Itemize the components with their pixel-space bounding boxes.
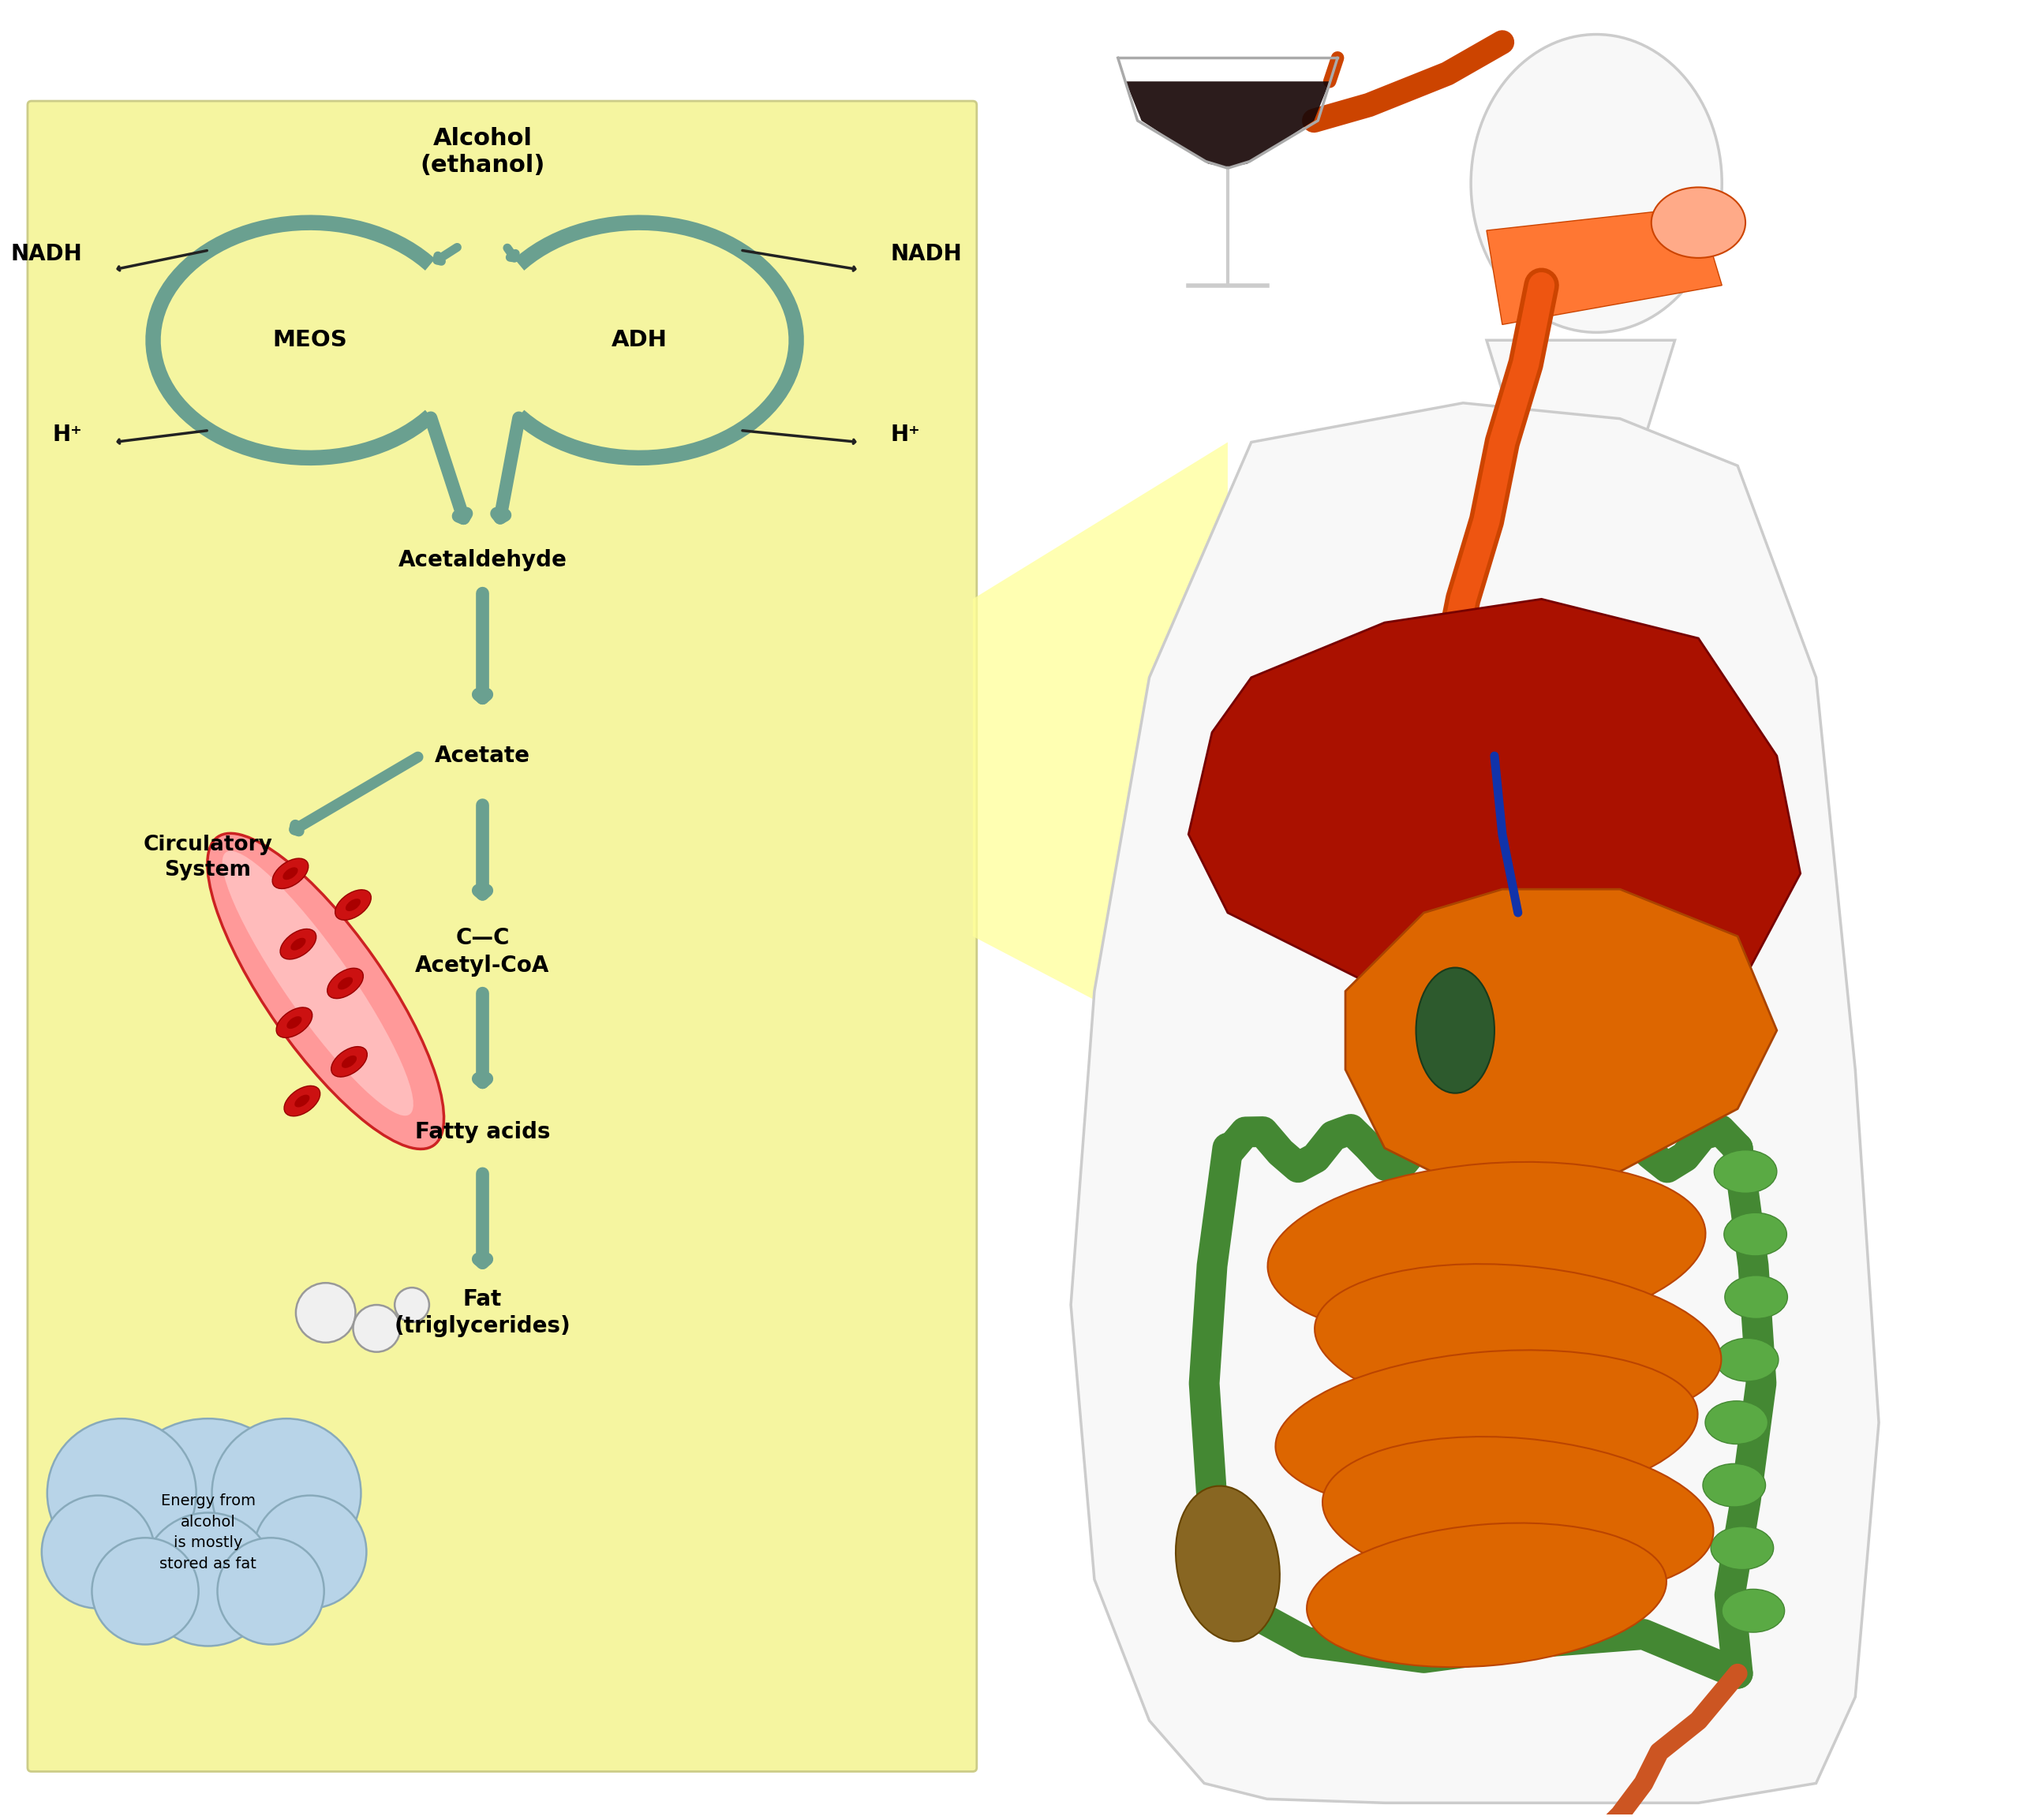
Text: Energy from
alcohol
is mostly
stored as fat: Energy from alcohol is mostly stored as … [160,1494,257,1571]
Ellipse shape [1725,1276,1788,1319]
Ellipse shape [1715,1150,1778,1194]
Ellipse shape [1715,1338,1778,1381]
Circle shape [394,1287,428,1321]
Text: C—C
Acetyl-CoA: C—C Acetyl-CoA [416,926,549,977]
Ellipse shape [291,937,305,950]
Ellipse shape [285,1087,319,1116]
Ellipse shape [345,899,362,912]
Ellipse shape [1471,35,1721,333]
Circle shape [354,1305,400,1352]
Ellipse shape [1703,1463,1765,1507]
Polygon shape [974,442,1228,1070]
Text: Fatty acids: Fatty acids [414,1121,549,1143]
Ellipse shape [1275,1350,1697,1511]
Polygon shape [1071,402,1879,1804]
Ellipse shape [222,852,414,1116]
Ellipse shape [1176,1485,1281,1642]
Ellipse shape [1705,1401,1768,1443]
Polygon shape [1487,207,1721,324]
Ellipse shape [208,834,444,1148]
Text: NADH: NADH [10,242,83,266]
Ellipse shape [287,1016,301,1028]
Polygon shape [1125,82,1329,167]
Ellipse shape [1307,1523,1666,1667]
Ellipse shape [1711,1527,1774,1569]
Text: Acetate: Acetate [434,744,531,766]
Ellipse shape [281,928,317,959]
Circle shape [46,1418,196,1567]
Ellipse shape [1721,1589,1784,1633]
FancyBboxPatch shape [28,102,978,1771]
Ellipse shape [1723,1212,1788,1256]
Ellipse shape [1315,1263,1721,1425]
Text: Alcohol
(ethanol): Alcohol (ethanol) [420,127,545,177]
Circle shape [109,1418,307,1614]
Ellipse shape [331,1046,368,1077]
Circle shape [218,1538,323,1645]
Text: NADH: NADH [891,242,962,266]
Ellipse shape [277,1008,313,1037]
Ellipse shape [1269,1161,1705,1338]
Ellipse shape [341,1056,358,1068]
Circle shape [252,1496,366,1609]
Text: ADH: ADH [612,329,667,351]
Circle shape [141,1512,275,1645]
Ellipse shape [1416,968,1495,1094]
Ellipse shape [273,859,309,888]
Text: MEOS: MEOS [273,329,347,351]
Ellipse shape [1323,1436,1713,1596]
Ellipse shape [1650,187,1745,258]
Polygon shape [1345,890,1778,1187]
Circle shape [91,1538,198,1645]
Ellipse shape [335,890,372,921]
Polygon shape [1487,340,1675,442]
Ellipse shape [295,1094,309,1107]
Circle shape [295,1283,356,1343]
Ellipse shape [337,977,354,990]
Text: H⁺: H⁺ [53,424,83,446]
Circle shape [212,1418,362,1567]
Text: H⁺: H⁺ [891,424,921,446]
Ellipse shape [327,968,364,999]
Circle shape [42,1496,156,1609]
Text: Fat
(triglycerides): Fat (triglycerides) [394,1289,572,1338]
Ellipse shape [283,868,297,879]
Text: Acetaldehyde: Acetaldehyde [398,550,568,571]
Text: Circulatory
System: Circulatory System [143,835,273,881]
Polygon shape [1188,599,1800,1016]
